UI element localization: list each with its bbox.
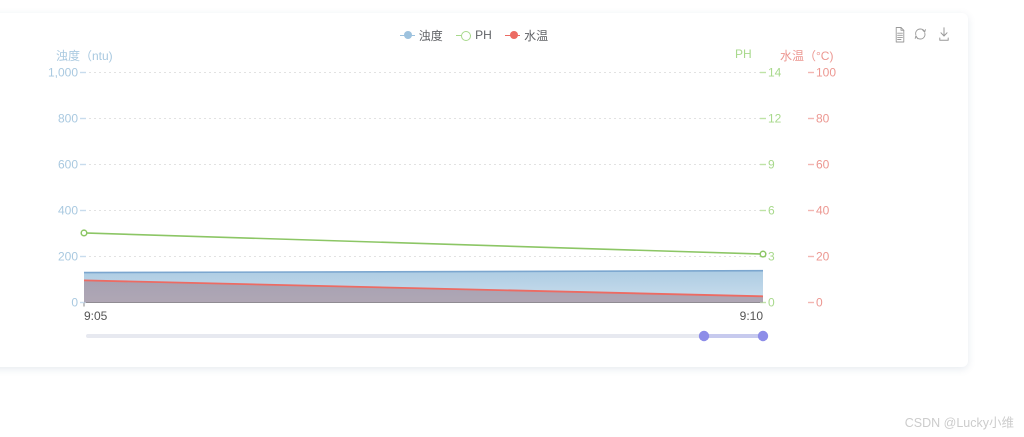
svg-text:9:05: 9:05 [84,309,108,323]
svg-text:0: 0 [768,296,775,310]
svg-text:800: 800 [58,112,78,126]
svg-text:9:10: 9:10 [740,309,764,323]
svg-text:200: 200 [58,250,78,264]
svg-text:6: 6 [768,204,775,218]
svg-text:40: 40 [816,204,830,218]
svg-text:0: 0 [816,296,823,310]
svg-text:80: 80 [816,112,830,126]
svg-text:0: 0 [71,296,78,310]
svg-text:20: 20 [816,250,830,264]
svg-text:9: 9 [768,158,775,172]
svg-text:1,000: 1,000 [48,66,78,80]
svg-text:600: 600 [58,158,78,172]
svg-text:3: 3 [768,250,775,264]
svg-text:400: 400 [58,204,78,218]
svg-text:14: 14 [768,66,782,80]
svg-text:100: 100 [816,66,836,80]
svg-text:12: 12 [768,112,782,126]
svg-text:60: 60 [816,158,830,172]
